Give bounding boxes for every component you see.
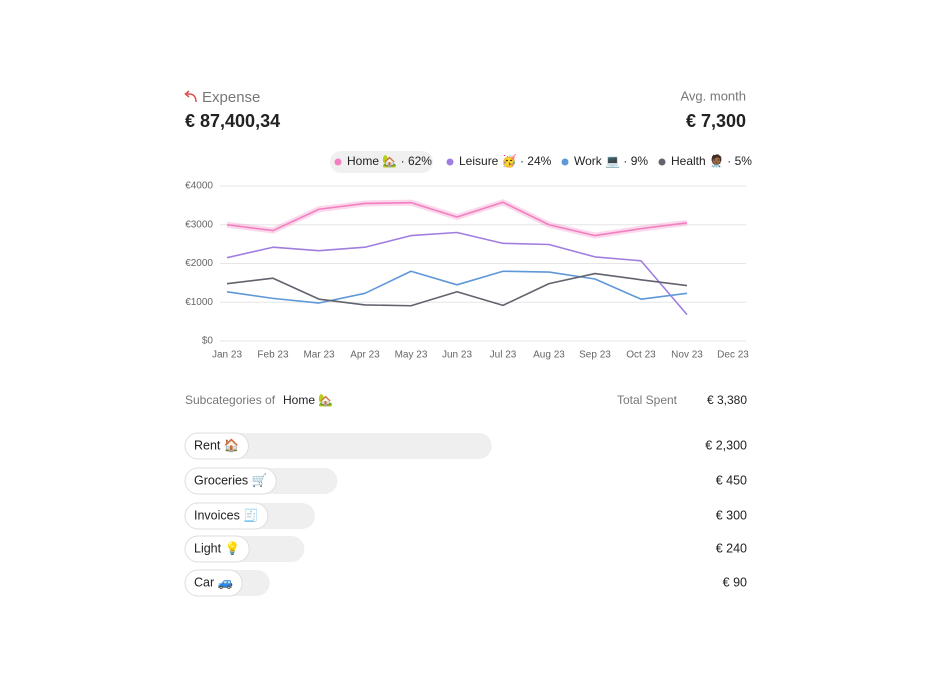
chip[interactable] [184, 502, 269, 530]
y-tick-label: €4000 [185, 181, 213, 192]
legend-dot[interactable] [334, 158, 342, 166]
legend-dot[interactable] [658, 158, 666, 166]
chip[interactable] [184, 467, 277, 495]
x-tick-label: Aug 23 [533, 350, 565, 361]
total-spent-label: Total Spent [617, 393, 678, 407]
legend-dot[interactable] [446, 158, 454, 166]
legend-label[interactable]: Health 🧑🏾‍⚕️ · 5% [671, 153, 752, 168]
chip-label[interactable]: Groceries 🛒 [194, 472, 267, 487]
subcat-label: Subcategories of [185, 393, 276, 407]
series-line [226, 201, 688, 237]
value-label: € 2,300 [705, 438, 747, 452]
x-tick-label: May 23 [395, 350, 428, 361]
chip-label[interactable]: Rent 🏠 [194, 438, 239, 452]
total-spent: € 3,380 [707, 393, 747, 407]
subcat-category: Home 🏡 [283, 393, 333, 407]
legend-label[interactable]: Leisure 🥳 · 24% [459, 153, 552, 168]
value-label: € 300 [716, 508, 747, 522]
y-tick-label: $0 [202, 336, 214, 347]
x-tick-label: Apr 23 [350, 350, 380, 361]
avg-label: Avg. month [680, 88, 746, 103]
legend-active[interactable] [330, 151, 433, 173]
x-tick-label: Mar 23 [303, 350, 335, 361]
value-label: € 240 [716, 541, 747, 555]
value-label: € 90 [723, 575, 747, 589]
title: Expense [202, 89, 260, 106]
x-tick-label: Feb 23 [257, 350, 289, 361]
y-tick-label: €2000 [185, 258, 213, 269]
chip[interactable] [184, 432, 249, 460]
chip-label[interactable]: Car 🚙 [194, 575, 233, 590]
value-label: € 450 [716, 473, 747, 487]
chip-label[interactable]: Light 💡 [194, 540, 240, 555]
y-tick-label: €3000 [185, 219, 213, 230]
x-tick-label: Oct 23 [626, 350, 656, 361]
series-line [226, 270, 688, 304]
legend-label[interactable]: Work 💻 · 9% [574, 154, 648, 168]
series-line [226, 231, 688, 316]
x-tick-label: Nov 23 [671, 350, 703, 361]
legend-dot[interactable] [561, 158, 569, 166]
chip-label[interactable]: Invoices 🧾 [194, 507, 259, 522]
x-tick-label: Dec 23 [717, 350, 749, 361]
x-tick-label: Jun 23 [442, 350, 472, 361]
y-tick-label: €1000 [185, 297, 213, 308]
legend-label[interactable]: Home 🏡 · 62% [347, 154, 432, 168]
x-tick-label: Jul 23 [490, 350, 517, 361]
avg-value: € 7,300 [686, 111, 746, 131]
x-tick-label: Jan 23 [212, 350, 242, 361]
back-icon[interactable] [184, 90, 197, 103]
chip[interactable] [184, 535, 250, 563]
total: € 87,400,34 [185, 111, 280, 131]
chip[interactable] [184, 569, 243, 597]
bar [185, 433, 492, 459]
series-line [226, 272, 688, 307]
x-tick-label: Sep 23 [579, 350, 611, 361]
